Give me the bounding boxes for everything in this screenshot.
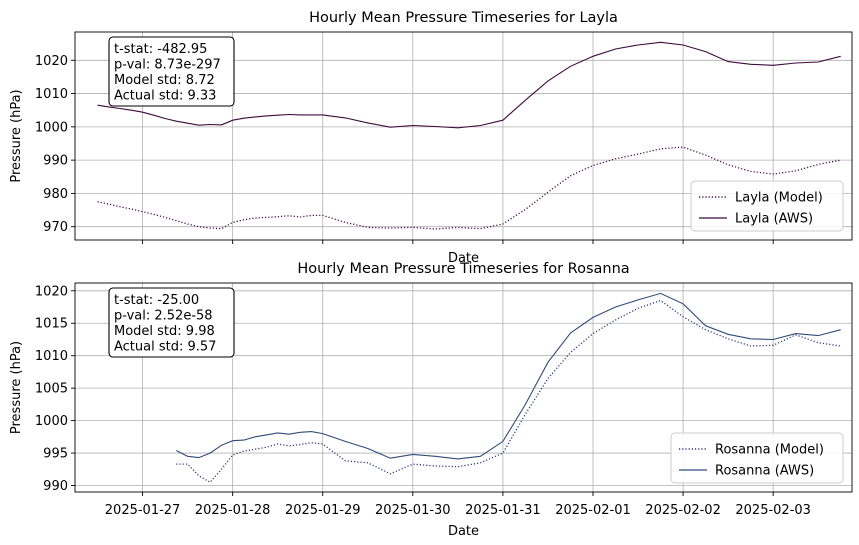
x-tick-label: 2025-01-28 bbox=[195, 503, 271, 518]
y-tick-label: 1000 bbox=[35, 414, 68, 429]
legend-label: Rosanna (AWS) bbox=[715, 464, 814, 479]
x-tick-label: 2025-01-29 bbox=[285, 503, 361, 518]
y-tick-label: 1010 bbox=[35, 349, 68, 364]
series-line-aws bbox=[176, 292, 841, 460]
stats-box-line: Actual std: 9.57 bbox=[114, 340, 216, 355]
y-tick-label: 1020 bbox=[35, 54, 68, 69]
y-axis-label: Pressure (hPa) bbox=[9, 341, 24, 434]
stats-box-line: t-stat: -25.00 bbox=[114, 293, 199, 308]
legend-frame bbox=[690, 180, 844, 232]
legend-label: Rosanna (Model) bbox=[715, 443, 824, 458]
y-tick-label: 1005 bbox=[35, 382, 68, 397]
stats-box-line: t-stat: -482.95 bbox=[114, 42, 207, 57]
axes-frame bbox=[74, 31, 853, 241]
y-tick-label: 1015 bbox=[35, 317, 68, 332]
x-tick-label: 2025-01-31 bbox=[465, 503, 541, 518]
y-axis-label: Pressure (hPa) bbox=[9, 89, 24, 182]
x-tick-label: 2025-02-02 bbox=[645, 503, 721, 518]
y-tick-label: 990 bbox=[43, 154, 68, 169]
x-tick-label: 2025-02-01 bbox=[555, 503, 631, 518]
chart-title: Hourly Mean Pressure Timeseries for Layl… bbox=[309, 10, 618, 26]
series-line-model bbox=[176, 299, 841, 484]
legend: Rosanna (Model) Rosanna (AWS) bbox=[670, 432, 844, 484]
axes-frame bbox=[74, 282, 853, 493]
series-line-aws bbox=[97, 41, 841, 129]
stats-box-frame bbox=[108, 287, 235, 358]
stats-box-line: Model std: 9.98 bbox=[114, 324, 215, 339]
series-line-model bbox=[97, 146, 841, 230]
y-tick-label: 1020 bbox=[35, 284, 68, 299]
y-tick-label: 990 bbox=[43, 479, 68, 494]
stats-box-line: Model std: 8.72 bbox=[114, 73, 215, 88]
rosanna-chart-panel: 990 995 1000 1005 1010 1015 1020 2025-01-27 2025… bbox=[9, 261, 853, 539]
x-axis-label: Date bbox=[448, 251, 479, 266]
stats-box-line: p-val: 8.73e-297 bbox=[114, 58, 221, 73]
legend-label: Layla (Model) bbox=[735, 191, 823, 206]
legend-frame bbox=[670, 432, 844, 484]
y-tick-label: 1010 bbox=[35, 87, 68, 102]
legend-label: Layla (AWS) bbox=[735, 212, 813, 227]
y-tick-label: 1000 bbox=[35, 120, 68, 135]
legend: Layla (Model) Layla (AWS) bbox=[690, 180, 844, 232]
x-axis-label: Date bbox=[448, 524, 479, 539]
chart-title: Hourly Mean Pressure Timeseries for Rosa… bbox=[297, 261, 629, 277]
x-tick-label: 2025-01-30 bbox=[375, 503, 451, 518]
y-tick-label: 980 bbox=[43, 187, 68, 202]
stats-box-frame bbox=[108, 36, 235, 107]
stats-box-line: Actual std: 9.33 bbox=[114, 89, 216, 104]
y-tick-label: 970 bbox=[43, 220, 68, 235]
stats-box-line: p-val: 2.52e-58 bbox=[114, 309, 213, 324]
layla-chart-panel: 970 980 990 1000 1010 1020 Hourly Mean Pressur… bbox=[9, 10, 853, 266]
x-tick-label: 2025-01-27 bbox=[105, 503, 181, 518]
y-tick-label: 995 bbox=[43, 447, 68, 462]
x-tick-label: 2025-02-03 bbox=[735, 503, 811, 518]
